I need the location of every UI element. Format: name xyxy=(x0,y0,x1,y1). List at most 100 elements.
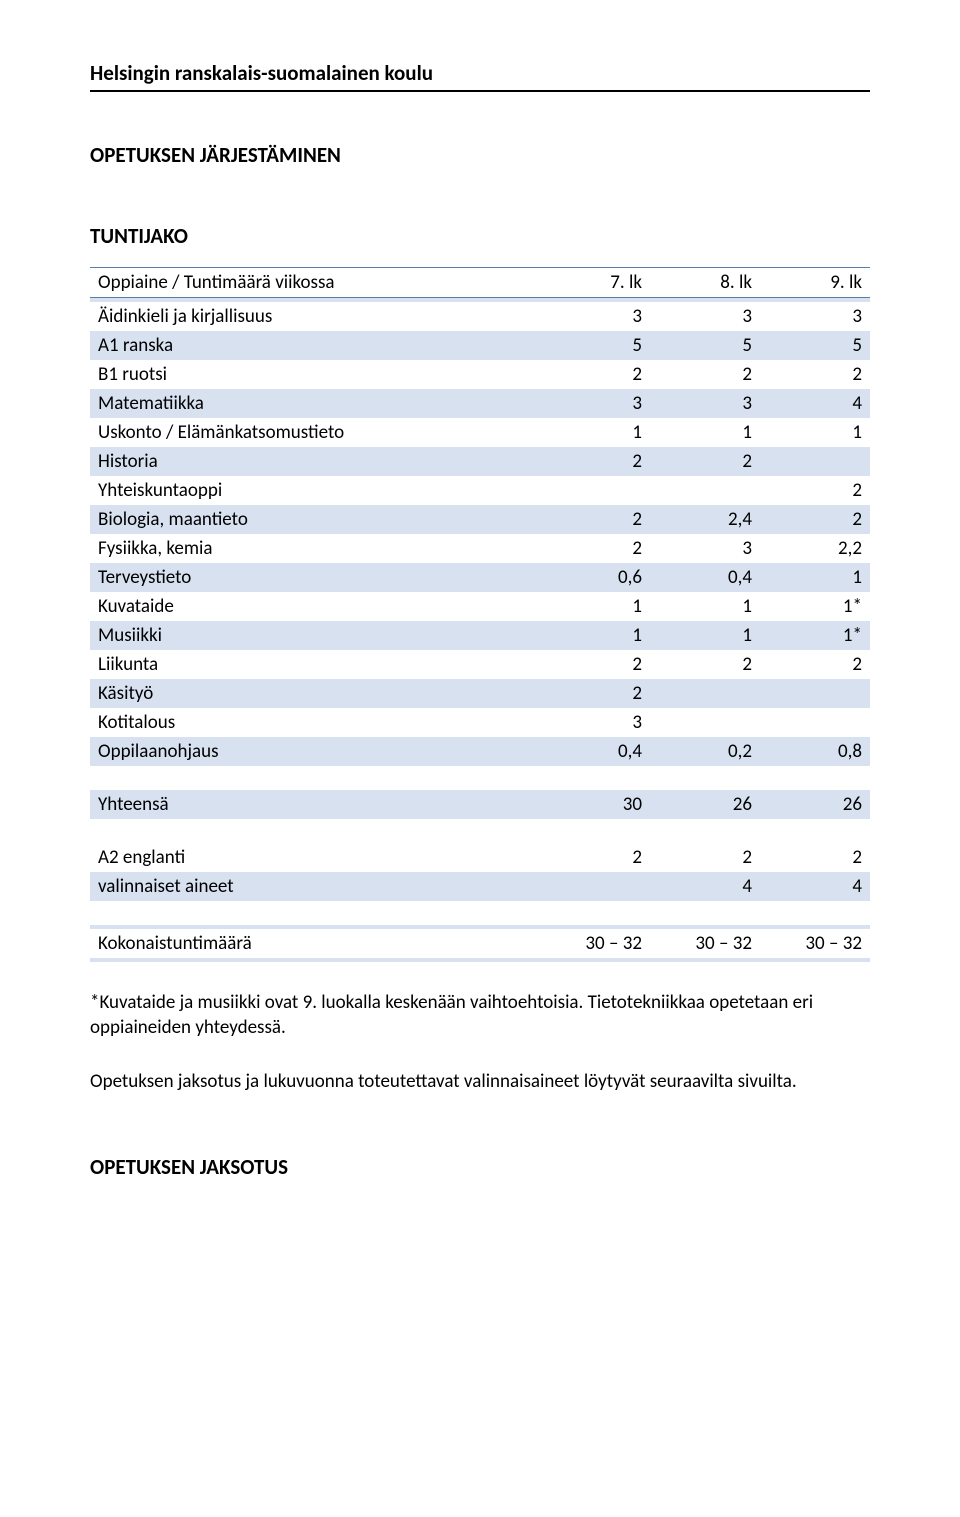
grand-9: 30 – 32 xyxy=(760,929,870,958)
table-row: A1 ranska555 xyxy=(90,331,870,360)
cell-9: 5 xyxy=(760,331,870,360)
footnote-asterisk: *Kuvataide ja musiikki ovat 9. luokalla … xyxy=(90,990,870,1041)
cell-8 xyxy=(650,476,760,505)
cell-label: Kotitalous xyxy=(90,708,540,737)
cell-label: Biologia, maantieto xyxy=(90,505,540,534)
cell-8: 5 xyxy=(650,331,760,360)
cell-9: 1 xyxy=(760,418,870,447)
cell-label: Terveystieto xyxy=(90,563,540,592)
table-row: Uskonto / Elämänkatsomustieto111 xyxy=(90,418,870,447)
cell-8: 4 xyxy=(650,872,760,901)
table-row: Liikunta222 xyxy=(90,650,870,679)
cell-8: 1 xyxy=(650,592,760,621)
cell-8: 3 xyxy=(650,302,760,331)
cell-9 xyxy=(760,708,870,737)
cell-label: Käsityö xyxy=(90,679,540,708)
cell-7: 2 xyxy=(540,534,650,563)
cell-9: 0,8 xyxy=(760,737,870,766)
cell-8: 2,4 xyxy=(650,505,760,534)
cell-8: 1 xyxy=(650,621,760,650)
table-body-optional: A2 englanti222valinnaiset aineet44 xyxy=(90,843,870,901)
cell-7: 5 xyxy=(540,331,650,360)
table-body-main: Äidinkieli ja kirjallisuus333A1 ranska55… xyxy=(90,302,870,766)
table-grand-row: Kokonaistuntimäärä 30 – 32 30 – 32 30 – … xyxy=(90,929,870,958)
table-row: Yhteiskuntaoppi 2 xyxy=(90,476,870,505)
header-divider xyxy=(90,90,870,92)
school-header: Helsingin ranskalais-suomalainen koulu xyxy=(90,60,870,86)
cell-8: 3 xyxy=(650,534,760,563)
cell-9: 1* xyxy=(760,621,870,650)
table-header-row: Oppiaine / Tuntimäärä viikossa 7. lk 8. … xyxy=(90,268,870,298)
cell-9 xyxy=(760,447,870,476)
table-row: valinnaiset aineet 44 xyxy=(90,872,870,901)
cell-8: 2 xyxy=(650,843,760,872)
col-header-9lk: 9. lk xyxy=(760,268,870,298)
cell-8: 1 xyxy=(650,418,760,447)
table-row: Kuvataide111* xyxy=(90,592,870,621)
page-title: OPETUKSEN JÄRJESTÄMINEN xyxy=(90,142,870,168)
cell-9 xyxy=(760,679,870,708)
cell-7: 1 xyxy=(540,621,650,650)
total-7: 30 xyxy=(540,790,650,819)
cell-9: 1* xyxy=(760,592,870,621)
cell-7: 2 xyxy=(540,360,650,389)
cell-7 xyxy=(540,872,650,901)
cell-7: 1 xyxy=(540,418,650,447)
col-header-7lk: 7. lk xyxy=(540,268,650,298)
cell-7: 2 xyxy=(540,843,650,872)
total-label: Yhteensä xyxy=(90,790,540,819)
footnote-jaksotus: Opetuksen jaksotus ja lukuvuonna toteute… xyxy=(90,1069,870,1095)
table-row: B1 ruotsi222 xyxy=(90,360,870,389)
table-row: Musiikki111* xyxy=(90,621,870,650)
table-row: A2 englanti222 xyxy=(90,843,870,872)
cell-7: 3 xyxy=(540,389,650,418)
total-9: 26 xyxy=(760,790,870,819)
cell-7: 0,4 xyxy=(540,737,650,766)
cell-7 xyxy=(540,476,650,505)
table-row: Biologia, maantieto22,42 xyxy=(90,505,870,534)
table-row: Terveystieto0,60,41 xyxy=(90,563,870,592)
table-row: Fysiikka, kemia232,2 xyxy=(90,534,870,563)
cell-label: Liikunta xyxy=(90,650,540,679)
cell-7: 2 xyxy=(540,650,650,679)
section-jaksotus: OPETUKSEN JAKSOTUS xyxy=(90,1154,870,1180)
cell-label: Fysiikka, kemia xyxy=(90,534,540,563)
table-row: Oppilaanohjaus0,40,20,8 xyxy=(90,737,870,766)
hours-table: Oppiaine / Tuntimäärä viikossa 7. lk 8. … xyxy=(90,267,870,962)
cell-label: Äidinkieli ja kirjallisuus xyxy=(90,302,540,331)
total-8: 26 xyxy=(650,790,760,819)
cell-8 xyxy=(650,679,760,708)
cell-7: 2 xyxy=(540,679,650,708)
cell-label: A2 englanti xyxy=(90,843,540,872)
cell-label: Kuvataide xyxy=(90,592,540,621)
cell-8 xyxy=(650,708,760,737)
cell-7: 0,6 xyxy=(540,563,650,592)
cell-9: 2 xyxy=(760,360,870,389)
grand-8: 30 – 32 xyxy=(650,929,760,958)
cell-label: valinnaiset aineet xyxy=(90,872,540,901)
cell-label: Yhteiskuntaoppi xyxy=(90,476,540,505)
cell-label: A1 ranska xyxy=(90,331,540,360)
cell-label: Musiikki xyxy=(90,621,540,650)
cell-9: 2 xyxy=(760,650,870,679)
cell-9: 2 xyxy=(760,505,870,534)
cell-9: 4 xyxy=(760,872,870,901)
cell-8: 0,4 xyxy=(650,563,760,592)
cell-9: 2 xyxy=(760,476,870,505)
cell-7: 2 xyxy=(540,447,650,476)
cell-8: 2 xyxy=(650,650,760,679)
cell-8: 3 xyxy=(650,389,760,418)
cell-7: 3 xyxy=(540,708,650,737)
cell-9: 2 xyxy=(760,843,870,872)
cell-label: Uskonto / Elämänkatsomustieto xyxy=(90,418,540,447)
table-total-row: Yhteensä 30 26 26 xyxy=(90,790,870,819)
cell-7: 1 xyxy=(540,592,650,621)
cell-label: Historia xyxy=(90,447,540,476)
cell-8: 0,2 xyxy=(650,737,760,766)
cell-label: Oppilaanohjaus xyxy=(90,737,540,766)
cell-9: 4 xyxy=(760,389,870,418)
cell-9: 3 xyxy=(760,302,870,331)
cell-8: 2 xyxy=(650,447,760,476)
cell-9: 1 xyxy=(760,563,870,592)
cell-8: 2 xyxy=(650,360,760,389)
